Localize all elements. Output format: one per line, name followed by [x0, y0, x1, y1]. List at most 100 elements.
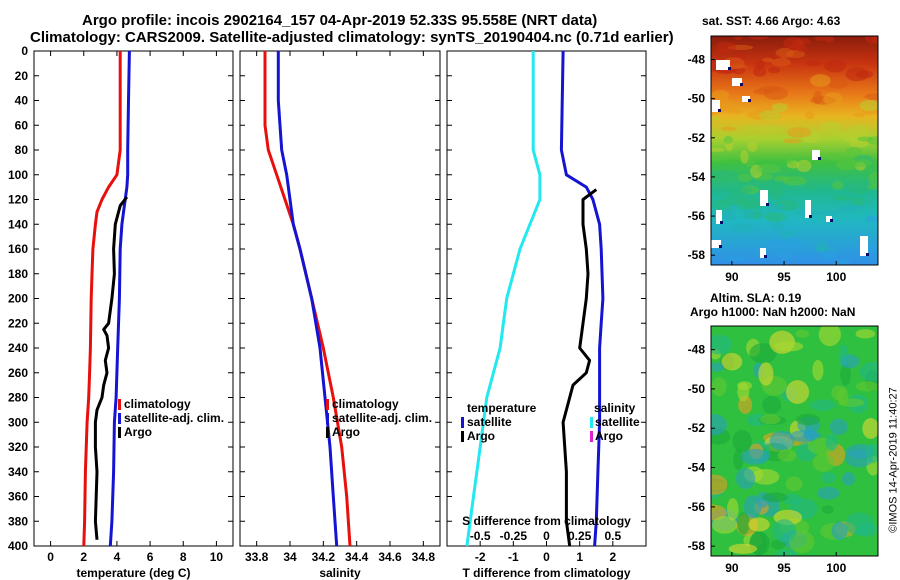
xlabel-tdiff: T difference from climatology [462, 566, 630, 580]
ytick-label: 100 [8, 168, 28, 182]
cloud-edge [728, 67, 731, 70]
ytick-label: 300 [8, 415, 28, 429]
sst-blob [819, 210, 840, 216]
map-ytick-label: -48 [688, 52, 706, 66]
sst-blob [769, 222, 785, 231]
panel-tdiff: -2 -1 0 1 2 T difference from climatology -0.5… [446, 50, 647, 580]
sst-blob [863, 53, 874, 60]
ytick-label: 280 [8, 391, 28, 405]
cloud-gap [812, 150, 820, 160]
sst-blob [850, 159, 873, 167]
sla-blob [840, 363, 851, 386]
map-xtick-label: 90 [725, 270, 739, 284]
sst-blob [720, 126, 737, 131]
sla-blob [795, 413, 821, 426]
sst-blob [853, 112, 866, 118]
map-ytick-label: -48 [688, 343, 706, 357]
ytick-label: 180 [8, 267, 28, 281]
sst-blob [771, 58, 791, 67]
sst-blob [787, 127, 812, 138]
map-ytick-label: -58 [688, 248, 706, 262]
xtick-label: 6 [147, 550, 154, 564]
sst-blob [762, 57, 774, 63]
sla-blob [790, 430, 819, 443]
sst-blob [859, 100, 878, 112]
sla-blob [748, 517, 770, 532]
sla-blob [812, 453, 835, 472]
ytick-label: 120 [8, 193, 28, 207]
sst-blob [813, 246, 835, 251]
sst-blob [814, 36, 826, 42]
ytick-label: 160 [8, 242, 28, 256]
map-ytick-label: -58 [688, 539, 706, 553]
top-axis-label: -0.5 [470, 529, 491, 543]
sla-blob [785, 476, 803, 492]
ytick-label: 220 [8, 316, 28, 330]
xtick-label: 34 [283, 550, 297, 564]
sla-blob [711, 362, 724, 372]
sla-blob [774, 341, 804, 352]
map-bottom-subtitle: Argo h1000: NaN h2000: NaN [690, 305, 856, 319]
cloud-gap [732, 78, 742, 86]
sst-blob [768, 54, 781, 59]
panel-temp: 0204060801001201401601802002202402602803… [8, 44, 234, 580]
sst-blob [758, 110, 782, 121]
sla-blob [818, 326, 841, 347]
ytick-label: 240 [8, 341, 28, 355]
sla-blob [762, 395, 782, 414]
legend-label: satellite-adj. clim. [332, 411, 432, 425]
sst-blob [727, 64, 748, 69]
legend-label: satellite [467, 415, 512, 429]
sla-blob [733, 449, 744, 471]
sla-blob [758, 362, 774, 386]
sst-blob [747, 141, 758, 152]
xtick-label: 34.4 [345, 550, 369, 564]
map-xtick-label: 95 [777, 270, 791, 284]
sla-blob [737, 381, 753, 391]
sst-blob [763, 86, 789, 100]
legend-label: temperature [467, 401, 537, 415]
sla-blob [785, 380, 810, 404]
sla-blob [845, 512, 874, 536]
sst-blob [796, 159, 812, 173]
ytick-label: 320 [8, 440, 28, 454]
sst-blob [715, 41, 737, 53]
sst-blob [864, 93, 878, 101]
sst-blob [743, 195, 759, 208]
sst-blob [834, 208, 856, 214]
legend-label: climatology [332, 397, 399, 411]
sla-blob [737, 512, 750, 535]
sst-blob [804, 60, 822, 66]
legend-swatch [326, 413, 329, 424]
sla-blob [740, 448, 770, 465]
cloud-edge [718, 109, 721, 112]
sst-blob [738, 173, 752, 183]
cloud-edge [818, 157, 821, 160]
xtick-label: 34.2 [312, 550, 336, 564]
map-ytick-label: -52 [688, 421, 706, 435]
xtick-label: 4 [114, 550, 121, 564]
series-temperature-argo [561, 188, 598, 547]
xtick-label: 8 [180, 550, 187, 564]
plot-frame-temp [33, 50, 234, 547]
sla-blob [749, 343, 777, 364]
cloud-edge [719, 245, 722, 248]
sst-blob [848, 125, 870, 138]
cloud-edge [764, 255, 767, 258]
ytick-label: 60 [15, 118, 29, 132]
legend-label: Argo [467, 429, 495, 443]
sst-blob [745, 125, 760, 131]
sla-blob [721, 353, 743, 371]
cloud-edge [766, 203, 769, 206]
sst-blob [756, 163, 781, 174]
map-ytick-label: -56 [688, 500, 706, 514]
sst-blob [831, 181, 844, 190]
map-ytick-label: -50 [688, 92, 706, 106]
sst-blob [846, 146, 862, 157]
xlabel-temp: temperature (deg C) [76, 566, 190, 580]
sla-blob [711, 334, 733, 355]
sst-blob [784, 152, 795, 165]
ytick-label: 340 [8, 465, 28, 479]
